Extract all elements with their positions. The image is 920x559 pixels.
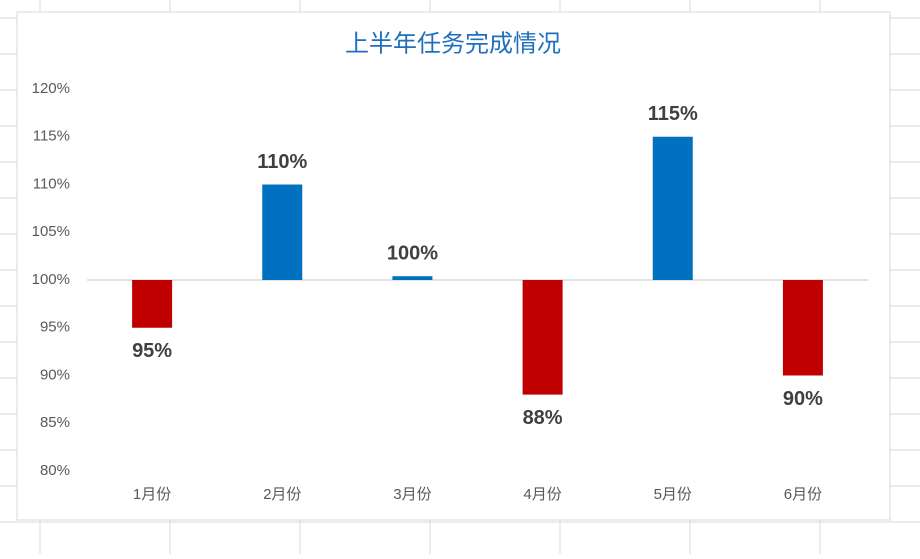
- y-tick-label: 100%: [32, 271, 70, 288]
- y-tick-label: 120%: [32, 80, 70, 97]
- x-tick-label: 6月份: [784, 486, 822, 503]
- bar: [522, 280, 563, 395]
- bar: [782, 280, 823, 376]
- y-tick-label: 80%: [40, 462, 70, 479]
- chart-title: 上半年任务完成情况: [345, 30, 561, 57]
- y-tick-label: 95%: [40, 319, 70, 336]
- y-tick-label: 85%: [40, 414, 70, 431]
- x-tick-label: 2月份: [263, 486, 301, 503]
- data-label: 95%: [132, 340, 172, 362]
- y-tick-label: 110%: [33, 175, 70, 192]
- bar: [132, 280, 173, 328]
- data-label: 100%: [387, 242, 438, 264]
- x-tick-label: 5月份: [654, 486, 692, 503]
- x-tick-label: 3月份: [393, 486, 431, 503]
- data-label: 115%: [648, 103, 698, 125]
- bar: [262, 184, 303, 280]
- chart-area: [16, 11, 891, 521]
- data-label: 110%: [257, 151, 307, 173]
- bar: [392, 276, 433, 280]
- y-tick-label: 105%: [32, 223, 70, 240]
- data-label: 88%: [523, 407, 563, 429]
- x-tick-label: 1月份: [133, 486, 171, 503]
- y-tick-label: 90%: [40, 366, 70, 383]
- bar: [652, 136, 693, 280]
- y-tick-label: 115%: [33, 128, 70, 145]
- data-label: 90%: [783, 388, 823, 410]
- x-tick-label: 4月份: [523, 486, 561, 503]
